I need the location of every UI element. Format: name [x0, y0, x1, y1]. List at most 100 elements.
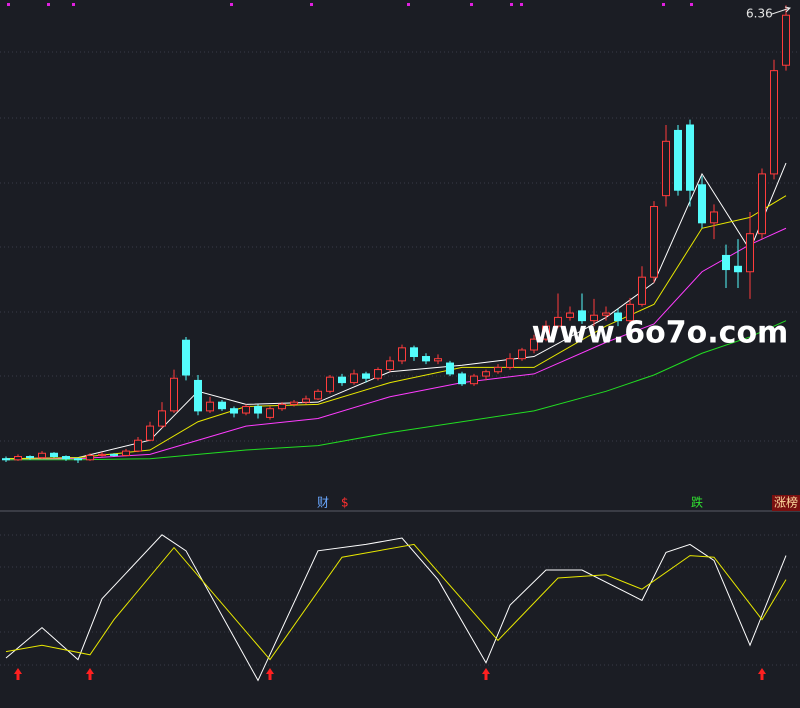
marker-dot	[7, 3, 10, 6]
grid	[0, 51, 800, 666]
candle-body	[542, 325, 550, 340]
indicator-line	[5, 534, 787, 682]
indicator-line	[5, 543, 787, 661]
candle-body	[566, 312, 574, 318]
candle-body	[386, 360, 394, 371]
candle-body	[38, 452, 46, 459]
candle-body	[194, 379, 202, 412]
watermark: www.6o7o.com	[532, 316, 789, 351]
candle-body	[278, 403, 286, 410]
buy-signal-arrow	[266, 668, 274, 680]
buy-signal-arrow	[86, 668, 94, 680]
candle-body	[530, 338, 538, 351]
candle-body	[242, 406, 250, 414]
candle-body	[290, 401, 298, 405]
candle-body	[50, 452, 58, 458]
marker-dot	[662, 3, 665, 6]
candle-body	[266, 408, 274, 418]
candle-body	[422, 356, 430, 362]
candle-body	[686, 124, 694, 191]
ma-line	[5, 162, 787, 460]
max-arrow	[771, 6, 792, 15]
candle-body	[14, 456, 22, 461]
buy-signal-arrow	[758, 668, 766, 680]
candle-body	[146, 425, 154, 441]
candle-body	[746, 233, 754, 273]
candle-body	[254, 406, 262, 414]
marker-dot	[407, 3, 410, 6]
ma-line	[6, 320, 787, 461]
candle-body	[458, 373, 466, 385]
ma-line	[5, 227, 787, 461]
candle-body	[230, 408, 238, 414]
marker-dot	[310, 3, 313, 6]
candle-body	[122, 450, 130, 456]
buy-signal-arrow	[482, 668, 490, 680]
candle-body	[350, 373, 358, 384]
candle-body	[302, 398, 310, 403]
price-panel	[2, 5, 790, 464]
marker-dot	[520, 3, 523, 6]
candle-body	[782, 14, 790, 66]
candle-body	[374, 369, 382, 379]
event-marker: $	[341, 496, 349, 510]
candle-body	[578, 310, 586, 322]
candle-body	[62, 456, 70, 460]
candle-body	[506, 358, 514, 368]
candle-body	[734, 265, 742, 273]
candle-body	[206, 401, 214, 412]
candle-body	[398, 347, 406, 362]
candle-body	[710, 211, 718, 224]
candle-body	[626, 303, 634, 322]
candle-body	[86, 454, 94, 461]
candle-body	[722, 254, 730, 271]
candle-body	[218, 401, 226, 410]
marker-dot	[470, 3, 473, 6]
candle-body	[434, 358, 442, 362]
ma-line	[5, 195, 787, 460]
candle-body	[134, 439, 142, 452]
candle-body	[158, 410, 166, 427]
event-marker: 涨榜	[774, 495, 798, 510]
candle-body	[770, 70, 778, 175]
candle-body	[314, 390, 322, 400]
candle-body	[650, 206, 658, 278]
candle-body	[326, 376, 334, 392]
marker-dot	[230, 3, 233, 6]
candle-body	[338, 376, 346, 384]
marker-dot	[47, 3, 50, 6]
candle-body	[674, 129, 682, 191]
candle-body	[182, 339, 190, 376]
candle-body	[26, 456, 34, 459]
candle-body	[98, 453, 106, 456]
candle-body	[602, 312, 610, 316]
marker-dot	[510, 3, 513, 6]
indicator-panel	[5, 534, 787, 682]
candle-body	[614, 312, 622, 322]
candle-body	[590, 314, 598, 322]
candle-body	[470, 375, 478, 385]
candle-body	[518, 349, 526, 360]
candle-body	[362, 373, 370, 379]
candle-body	[698, 184, 706, 224]
top-markers	[7, 3, 693, 6]
candle-body	[758, 173, 766, 235]
candle-body	[662, 140, 670, 197]
event-marker: 跌	[691, 495, 703, 510]
max-label: 6.36	[746, 7, 773, 21]
candle-body	[110, 453, 118, 456]
candle-body	[410, 347, 418, 358]
candle-body	[170, 377, 178, 412]
candle-body	[638, 276, 646, 305]
candle-body	[74, 458, 82, 461]
candle-body	[554, 316, 562, 327]
candle-body	[446, 362, 454, 375]
marker-background	[772, 495, 800, 511]
candle-body	[2, 458, 10, 461]
marker-dot	[72, 3, 75, 6]
buy-signal-arrow	[14, 668, 22, 680]
marker-dot	[690, 3, 693, 6]
candle-body	[494, 366, 502, 373]
